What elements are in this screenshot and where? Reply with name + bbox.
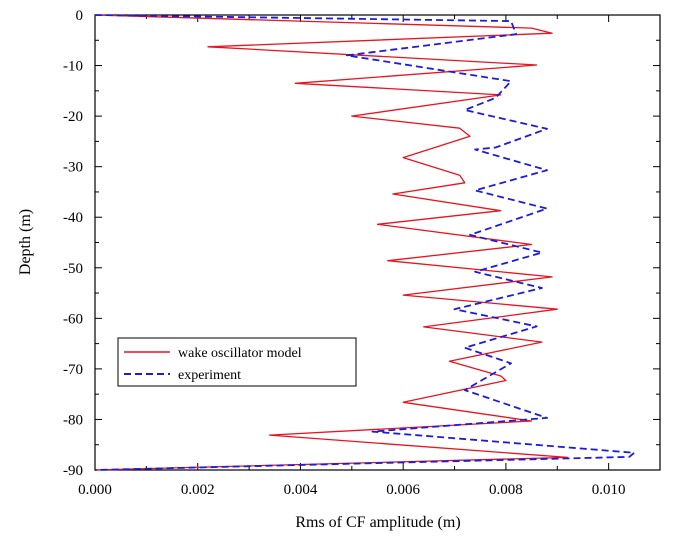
x-tick-label: 0.000: [78, 482, 112, 498]
x-tick-label: 0.008: [489, 482, 523, 498]
x-tick-label: 0.004: [284, 482, 318, 498]
y-tick-label: -40: [63, 210, 83, 226]
x-tick-label: 0.010: [592, 482, 626, 498]
series-layer: [94, 14, 636, 471]
y-axis-title: Depth (m): [17, 209, 34, 275]
x-tick-label: 0.002: [181, 482, 215, 498]
y-tick-label: -60: [63, 311, 83, 327]
y-tick-label: -50: [63, 261, 83, 277]
y-tick-label: 0: [76, 8, 84, 24]
series-line-model: [94, 14, 569, 471]
y-tick-label: -90: [63, 463, 83, 479]
series-line-experiment: [94, 14, 636, 471]
x-tick-label: 0.006: [386, 482, 420, 498]
y-tick-label: -20: [63, 109, 83, 125]
legend-label-model: wake oscillator model: [178, 346, 302, 361]
legend-label-experiment: experiment: [178, 368, 241, 383]
plot-frame: [94, 14, 661, 471]
y-tick-label: -10: [63, 59, 83, 75]
axis-tick-labels: 0.000 0.002 0.004 0.006 0.008 0.010 0 -10 -20 -30…: [63, 8, 626, 498]
y-tick-label: -80: [63, 412, 83, 428]
y-tick-label: -30: [63, 160, 83, 176]
legend-box: [117, 337, 357, 387]
legend: wake oscillator model experiment: [117, 337, 357, 387]
axis-ticks: [94, 14, 661, 471]
y-tick-label: -70: [63, 362, 83, 378]
x-axis-title: Rms of CF amplitude (m): [295, 514, 460, 531]
